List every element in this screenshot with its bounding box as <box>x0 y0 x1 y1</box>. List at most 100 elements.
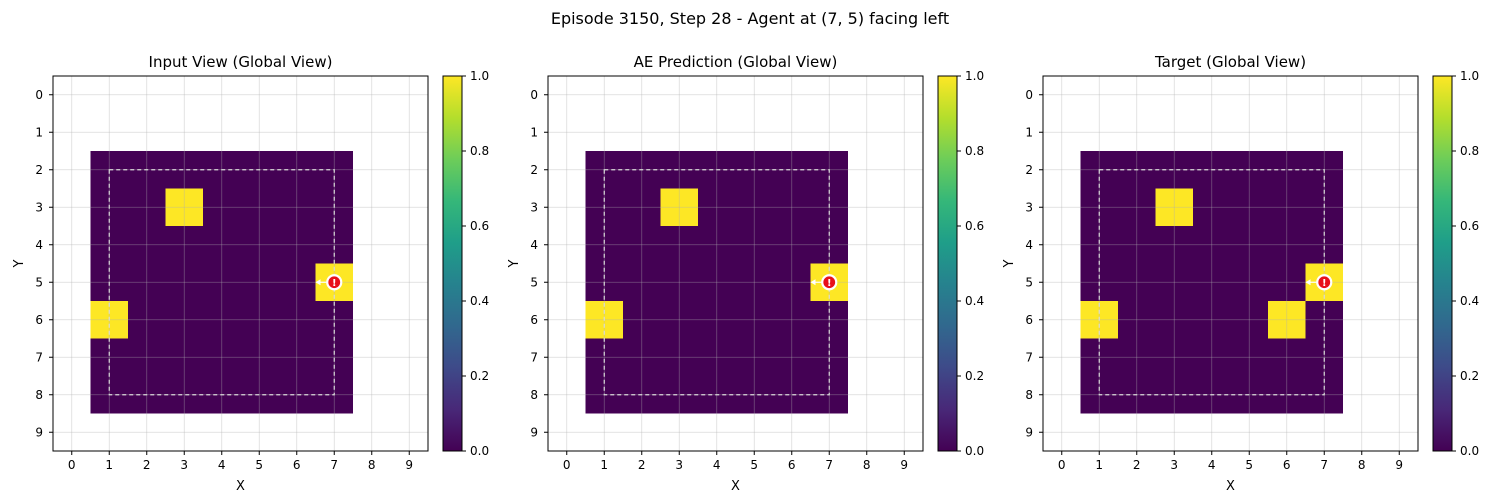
x-tick-label: 5 <box>255 458 263 472</box>
agent-direction-arrowhead <box>315 279 321 286</box>
x-tick-label: 8 <box>368 458 376 472</box>
colorbar-tick-label: 1.0 <box>1460 69 1479 83</box>
agent-marker <box>326 274 343 291</box>
y-axis-label: Y <box>12 259 27 268</box>
panel-1: Input View (Global View)! 0 1 2 3 4 5 6 7 8 9 0 1 2 3 4… <box>12 53 489 494</box>
colorbar-tick-label: 1.0 <box>965 69 984 83</box>
agent-direction-arrowhead <box>810 279 816 286</box>
y-tick-label: 9 <box>1025 425 1033 439</box>
figure-suptitle: Episode 3150, Step 28 - Agent at (7, 5) … <box>551 9 949 28</box>
colorbar <box>1432 75 1453 452</box>
y-tick-label: 8 <box>35 388 43 402</box>
heatmap-cell <box>1155 188 1193 226</box>
x-tick-label: 5 <box>750 458 758 472</box>
x-tick-label: 3 <box>675 458 683 472</box>
y-tick-label: 8 <box>530 388 538 402</box>
colorbar-tick-label: 0.8 <box>470 144 489 158</box>
x-tick-label: 2 <box>143 458 151 472</box>
agent-marker-label: ! <box>1322 278 1327 289</box>
panel-title: Target (Global View) <box>1154 53 1306 71</box>
x-tick-label: 3 <box>180 458 188 472</box>
agent-direction-arrowhead <box>1305 279 1311 286</box>
y-tick-label: 0 <box>35 88 43 102</box>
y-tick-label: 7 <box>530 350 538 364</box>
y-tick-label: 5 <box>35 275 43 289</box>
heatmap-cell <box>1268 301 1306 339</box>
x-tick-label: 9 <box>900 458 908 472</box>
colorbar-tick-label: 0.8 <box>1460 144 1479 158</box>
heatmap-cell <box>660 188 698 226</box>
colorbar-tick-label: 0.6 <box>1460 219 1479 233</box>
x-tick-label: 3 <box>1170 458 1178 472</box>
x-axis-label: X <box>731 479 740 494</box>
x-tick-label: 8 <box>1358 458 1366 472</box>
agent-marker <box>1316 274 1333 291</box>
x-tick-label: 9 <box>1395 458 1403 472</box>
x-tick-label: 5 <box>1245 458 1253 472</box>
x-tick-label: 6 <box>1283 458 1291 472</box>
x-tick-label: 1 <box>105 458 113 472</box>
panel-3: Target (Global View)! 0 1 2 3 4 5 6 7 8 9 0 1 2 3 4 5 6 7 8… <box>1002 53 1479 494</box>
panel-2: AE Prediction (Global View)! 0 1 2 3 4 5 6 7 8 9 0 1… <box>507 53 984 494</box>
y-axis-label: Y <box>1002 259 1017 268</box>
colorbar-tick-label: 0.6 <box>965 219 984 233</box>
x-axis-label: X <box>1226 479 1235 494</box>
x-tick-label: 8 <box>863 458 871 472</box>
x-tick-label: 7 <box>1320 458 1328 472</box>
x-tick-label: 6 <box>788 458 796 472</box>
y-tick-label: 1 <box>1025 125 1033 139</box>
y-tick-label: 4 <box>530 238 538 252</box>
colorbar <box>937 75 958 452</box>
y-tick-label: 0 <box>530 88 538 102</box>
x-tick-label: 7 <box>330 458 338 472</box>
agent-marker-label: ! <box>332 278 337 289</box>
y-tick-label: 2 <box>35 163 43 177</box>
agent-marker <box>821 274 838 291</box>
colorbar-tick-label: 0.8 <box>965 144 984 158</box>
y-tick-label: 3 <box>1025 200 1033 214</box>
panel-title: AE Prediction (Global View) <box>634 53 838 71</box>
y-axis-label: Y <box>507 259 522 268</box>
x-tick-label: 4 <box>1208 458 1216 472</box>
y-tick-label: 6 <box>1025 313 1033 327</box>
y-tick-label: 8 <box>1025 388 1033 402</box>
y-tick-label: 1 <box>530 125 538 139</box>
x-tick-label: 1 <box>600 458 608 472</box>
x-tick-label: 9 <box>405 458 413 472</box>
y-tick-label: 9 <box>530 425 538 439</box>
y-tick-label: 2 <box>530 163 538 177</box>
x-tick-label: 2 <box>1133 458 1141 472</box>
axes-frame <box>1042 75 1419 452</box>
x-tick-label: 4 <box>218 458 226 472</box>
heatmap-dark-region <box>1080 151 1343 414</box>
heatmap-dark-region <box>90 151 353 414</box>
panel-title: Input View (Global View) <box>149 53 333 71</box>
agent-marker-label: ! <box>827 278 832 289</box>
colorbar-tick-label: 1.0 <box>470 69 489 83</box>
colorbar-tick-label: 0.0 <box>965 444 984 458</box>
colorbar-tick-label: 0.6 <box>470 219 489 233</box>
y-tick-label: 5 <box>530 275 538 289</box>
colorbar-tick-label: 0.2 <box>1460 369 1479 383</box>
y-tick-label: 3 <box>530 200 538 214</box>
colorbar-tick-label: 0.4 <box>470 294 489 308</box>
y-tick-label: 4 <box>1025 238 1033 252</box>
panels: Input View (Global View)! 0 1 2 3 4 5 6 7 8 9 0 1 2 3 4… <box>12 53 1479 494</box>
colorbar-tick-label: 0.4 <box>1460 294 1479 308</box>
heatmap-dark-region <box>585 151 848 414</box>
colorbar-tick-label: 0.2 <box>965 369 984 383</box>
x-tick-label: 1 <box>1095 458 1103 472</box>
colorbar-tick-label: 0.0 <box>1460 444 1479 458</box>
x-axis-label: X <box>236 479 245 494</box>
axes-frame <box>52 75 429 452</box>
y-tick-label: 7 <box>1025 350 1033 364</box>
axes-frame <box>547 75 924 452</box>
x-tick-label: 0 <box>563 458 571 472</box>
y-tick-label: 1 <box>35 125 43 139</box>
x-tick-label: 6 <box>293 458 301 472</box>
heatmap-cell <box>165 188 203 226</box>
colorbar-tick-label: 0.4 <box>965 294 984 308</box>
colorbar-tick-label: 0.0 <box>470 444 489 458</box>
x-tick-label: 4 <box>713 458 721 472</box>
